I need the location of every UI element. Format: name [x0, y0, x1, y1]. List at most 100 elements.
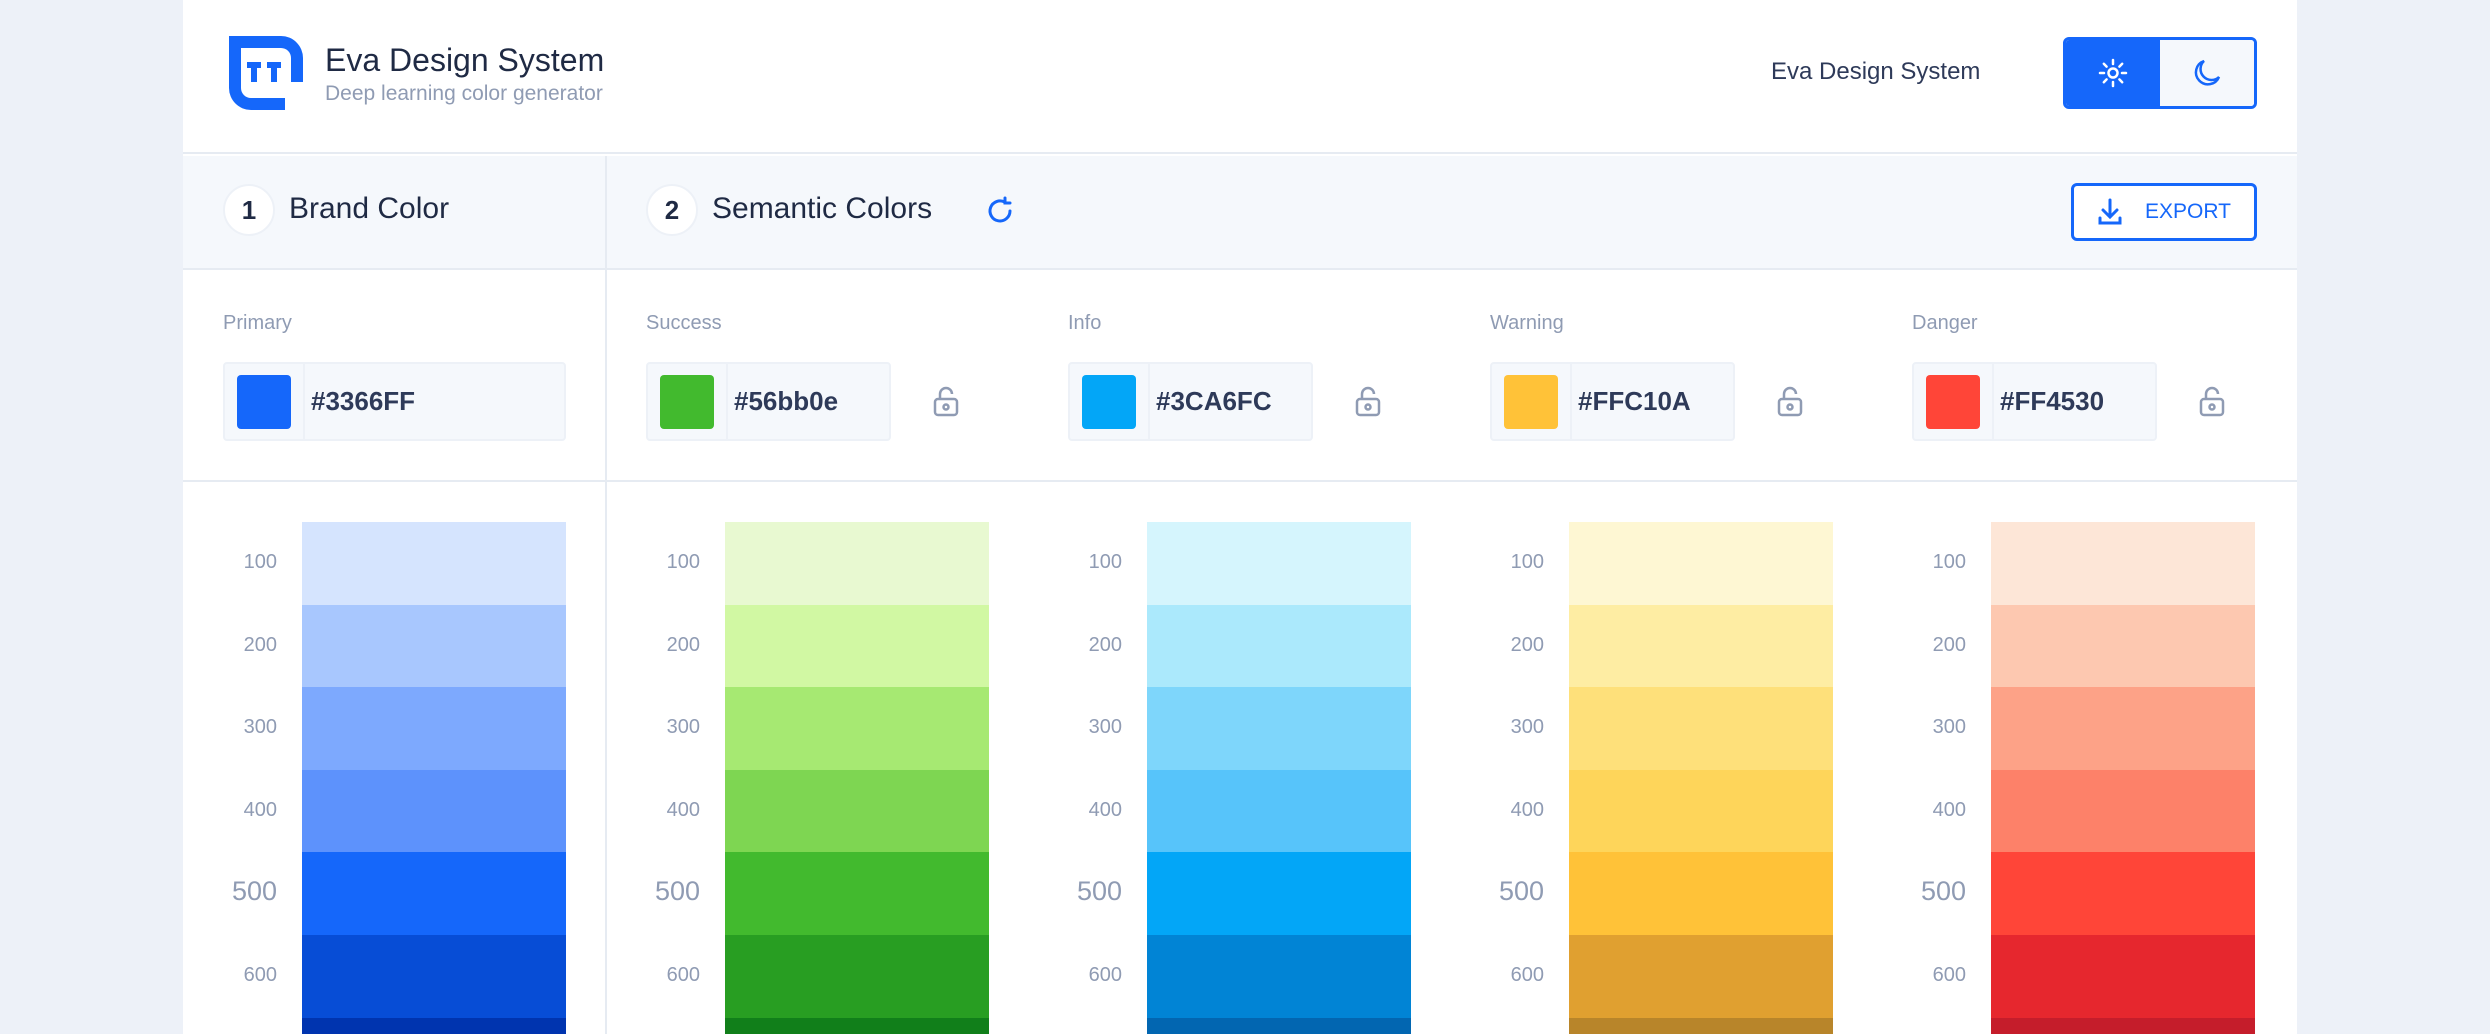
shade-label-300: 300: [1088, 716, 1122, 739]
primary-shade-500[interactable]: [302, 852, 566, 935]
color-inputs-row: Primary #3366FF Success #56bb0e Info #3C…: [183, 270, 2297, 482]
section-header-row: 1 Brand Color 2 Semantic Colors EXPORT: [183, 156, 2297, 270]
warning-shade-100[interactable]: [1569, 522, 1833, 605]
danger-palette: [1991, 522, 2255, 1034]
warning-shade-300[interactable]: [1569, 687, 1833, 770]
step-badge-1: 1: [223, 184, 275, 236]
shade-label-500: 500: [1076, 876, 1122, 907]
shade-label-500: 500: [1498, 876, 1544, 907]
warning-color-input[interactable]: #FFC10A: [1490, 362, 1735, 441]
dark-theme-button[interactable]: [2160, 40, 2254, 106]
shade-label-200: 200: [1510, 633, 1544, 656]
warning-shade-700[interactable]: [1569, 1017, 1833, 1034]
theme-toggle[interactable]: [2063, 37, 2257, 109]
warning-shade-500[interactable]: [1569, 852, 1833, 935]
success-swatch[interactable]: [660, 374, 714, 429]
export-button[interactable]: EXPORT: [2071, 183, 2257, 241]
danger-hex-value[interactable]: #FF4530: [1992, 364, 2155, 439]
brand-color-title: Brand Color: [289, 192, 450, 225]
success-shade-400[interactable]: [725, 769, 989, 853]
shade-label-300: 300: [1510, 716, 1544, 739]
shade-label-500: 500: [1920, 876, 1966, 907]
primary-palette: [302, 522, 566, 1034]
info-color-input[interactable]: #3CA6FC: [1068, 362, 1313, 441]
success-shade-300[interactable]: [725, 687, 989, 770]
success-shade-200[interactable]: [725, 604, 989, 688]
shade-label-200: 200: [1088, 633, 1122, 656]
success-shade-500[interactable]: [725, 852, 989, 935]
primary-swatch[interactable]: [237, 374, 291, 429]
success-shade-600[interactable]: [725, 934, 989, 1018]
success-color-input[interactable]: #56bb0e: [646, 362, 891, 441]
primary-shade-600[interactable]: [302, 934, 566, 1018]
primary-shade-400[interactable]: [302, 769, 566, 853]
shade-label-200: 200: [666, 633, 700, 656]
shade-label-600: 600: [666, 964, 700, 986]
shade-label-600: 600: [1088, 964, 1122, 986]
danger-shade-300[interactable]: [1991, 687, 2255, 770]
primary-label: Primary: [223, 312, 292, 334]
primary-shade-200[interactable]: [302, 604, 566, 688]
eva-logo-icon: [229, 36, 303, 110]
warning-shade-600[interactable]: [1569, 934, 1833, 1018]
moon-icon: [2194, 59, 2221, 86]
eva-design-system-link[interactable]: Eva Design System: [1771, 58, 1981, 85]
danger-shade-200[interactable]: [1991, 604, 2255, 688]
info-palette: [1147, 522, 1411, 1034]
primary-shade-700[interactable]: [302, 1017, 566, 1034]
shade-label-300: 300: [666, 716, 700, 739]
primary-hex-value[interactable]: #3366FF: [303, 364, 564, 439]
shade-label-400: 400: [666, 798, 700, 821]
shade-label-500: 500: [654, 876, 700, 907]
shade-label-400: 400: [1088, 798, 1122, 821]
info-shade-100[interactable]: [1147, 522, 1411, 605]
shade-label-400: 400: [243, 798, 277, 821]
column-divider: [605, 156, 607, 1034]
shade-label-200: 200: [243, 633, 277, 656]
shade-label-600: 600: [243, 964, 277, 986]
danger-color-input[interactable]: #FF4530: [1912, 362, 2157, 441]
warning-swatch[interactable]: [1504, 374, 1558, 429]
info-shade-200[interactable]: [1147, 604, 1411, 688]
warning-shade-200[interactable]: [1569, 604, 1833, 688]
warning-palette: [1569, 522, 1833, 1034]
success-shade-700[interactable]: [725, 1017, 989, 1034]
danger-shade-700[interactable]: [1991, 1017, 2255, 1034]
success-hex-value[interactable]: #56bb0e: [726, 364, 889, 439]
danger-shade-500[interactable]: [1991, 852, 2255, 935]
warning-hex-value[interactable]: #FFC10A: [1570, 364, 1733, 439]
unlock-icon[interactable]: [1775, 386, 1805, 418]
danger-shade-400[interactable]: [1991, 769, 2255, 853]
shade-label-200: 200: [1932, 633, 1966, 656]
info-shade-700[interactable]: [1147, 1017, 1411, 1034]
info-swatch[interactable]: [1082, 374, 1136, 429]
primary-shade-300[interactable]: [302, 687, 566, 770]
danger-label: Danger: [1912, 312, 1978, 334]
primary-shade-100[interactable]: [302, 522, 566, 605]
unlock-icon[interactable]: [1353, 386, 1383, 418]
unlock-icon[interactable]: [931, 386, 961, 418]
danger-shade-100[interactable]: [1991, 522, 2255, 605]
info-shade-500[interactable]: [1147, 852, 1411, 935]
shade-label-400: 400: [1932, 798, 1966, 821]
primary-color-input[interactable]: #3366FF: [223, 362, 566, 441]
info-hex-value[interactable]: #3CA6FC: [1148, 364, 1311, 439]
semantic-colors-title: Semantic Colors: [712, 192, 933, 225]
step-badge-2: 2: [646, 184, 698, 236]
export-label: EXPORT: [2145, 200, 2231, 223]
info-shade-400[interactable]: [1147, 769, 1411, 853]
shade-label-600: 600: [1932, 964, 1966, 986]
danger-swatch[interactable]: [1926, 374, 1980, 429]
warning-shade-400[interactable]: [1569, 769, 1833, 853]
success-shade-100[interactable]: [725, 522, 989, 605]
unlock-icon[interactable]: [2197, 386, 2227, 418]
refresh-icon[interactable]: [985, 196, 1015, 226]
download-icon: [2098, 198, 2122, 225]
app-subtitle: Deep learning color generator: [325, 82, 603, 105]
light-theme-button[interactable]: [2066, 40, 2160, 106]
danger-shade-600[interactable]: [1991, 934, 2255, 1018]
info-shade-300[interactable]: [1147, 687, 1411, 770]
success-palette: [725, 522, 989, 1034]
shade-label-300: 300: [1932, 716, 1966, 739]
info-shade-600[interactable]: [1147, 934, 1411, 1018]
